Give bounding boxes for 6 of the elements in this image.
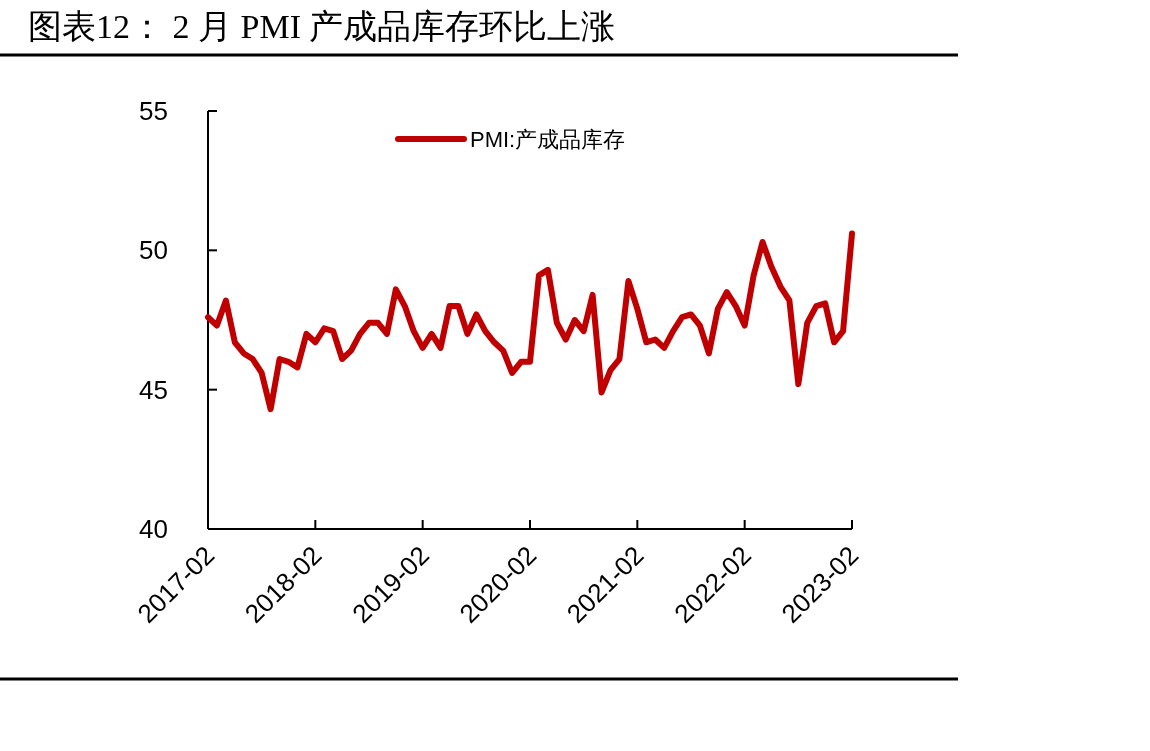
y-tick-label: 55 xyxy=(139,96,168,126)
y-tick-label: 40 xyxy=(139,514,168,544)
legend-label: PMI:产成品库存 xyxy=(470,127,626,152)
chart-title: 图表12： 2 月 PMI 产成品库存环比上涨 xyxy=(28,8,616,45)
y-tick-label: 45 xyxy=(139,374,168,405)
y-tick-label: 50 xyxy=(139,235,168,266)
